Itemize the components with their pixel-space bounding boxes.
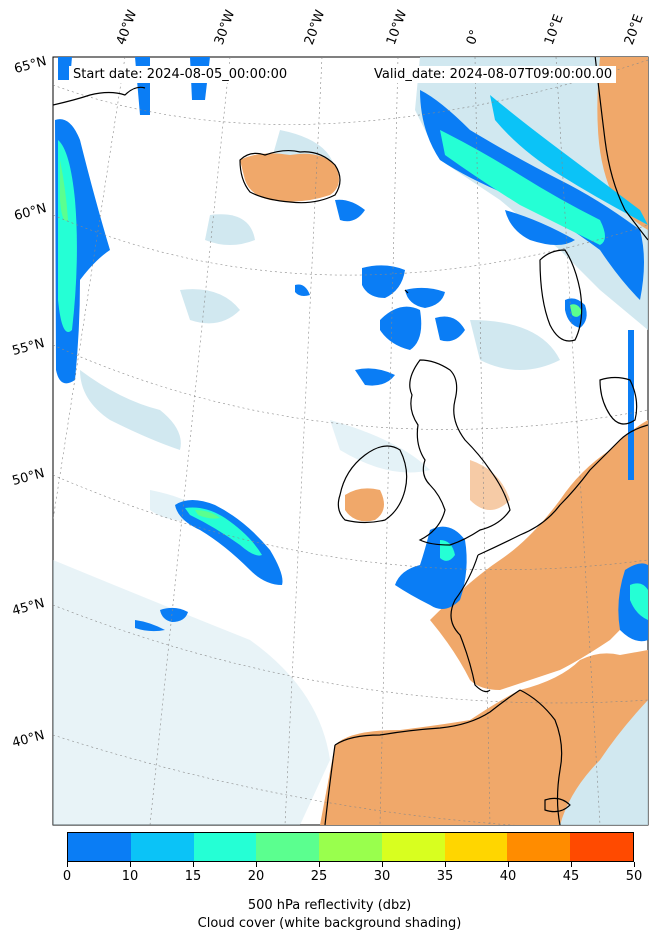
- colorbar-tick: [570, 862, 572, 867]
- colorbar-tick-label: 10: [121, 869, 139, 884]
- colorbar-segment-8: [570, 833, 634, 861]
- graticule: [53, 57, 648, 825]
- valid-date-label: Valid_date: 2024-08-07T09:00:00.00: [370, 66, 617, 83]
- colorbar-tick-label: 50: [625, 869, 643, 884]
- colorbar-tick: [633, 862, 635, 867]
- colorbar-segment-4: [319, 833, 382, 861]
- colorbar-tick: [66, 862, 68, 867]
- colorbar-tick-label: 35: [436, 869, 454, 884]
- colorbar-segment-3: [256, 833, 320, 861]
- coastlines: [53, 57, 648, 825]
- colorbar-segment-2: [193, 833, 257, 861]
- colorbar-tick-label: 25: [310, 869, 328, 884]
- colorbar-tick-label: 45: [562, 869, 580, 884]
- colorbar-segment-7: [507, 833, 571, 861]
- land-layer: [240, 57, 648, 825]
- colorbar: [67, 832, 634, 862]
- colorbar-tick: [318, 862, 320, 867]
- colorbar-tick: [507, 862, 509, 867]
- colorbar-tick: [192, 862, 194, 867]
- colorbar-tick-label: 40: [499, 869, 517, 884]
- colorbar-tick-label: 0: [62, 869, 72, 884]
- colorbar-tick: [381, 862, 383, 867]
- colorbar-segment-6: [444, 833, 508, 861]
- colorbar-tick-label: 15: [184, 869, 202, 884]
- colorbar-tick-label: 30: [373, 869, 391, 884]
- colorbar-segment-1: [130, 833, 194, 861]
- colorbar-segment-0: [68, 833, 131, 861]
- colorbar-tick: [255, 862, 257, 867]
- start-date-label: Start date: 2024-08-05_00:00:00: [69, 66, 292, 83]
- colorbar-tick: [444, 862, 446, 867]
- colorbar-tick: [129, 862, 131, 867]
- colorbar-tick-label: 20: [247, 869, 265, 884]
- colorbar-segment-5: [381, 833, 445, 861]
- map-content: [53, 57, 648, 825]
- colorbar-sublabel: Cloud cover (white background shading): [197, 916, 462, 931]
- colorbar-label: 500 hPa reflectivity (dbz): [247, 898, 412, 913]
- reflectivity-layer: [55, 57, 648, 642]
